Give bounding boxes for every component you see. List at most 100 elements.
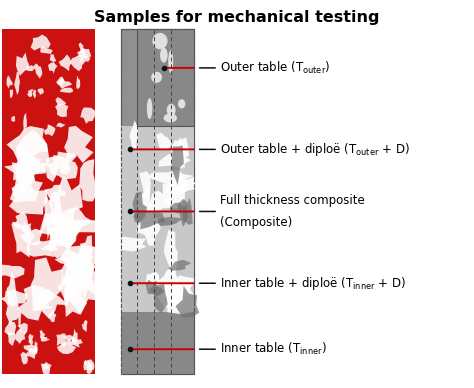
PathPatch shape (56, 78, 73, 89)
PathPatch shape (148, 170, 194, 185)
PathPatch shape (57, 339, 76, 354)
PathPatch shape (31, 258, 64, 307)
PathPatch shape (32, 89, 36, 99)
PathPatch shape (9, 181, 47, 215)
PathPatch shape (24, 345, 38, 354)
PathPatch shape (12, 160, 48, 177)
PathPatch shape (79, 42, 83, 50)
PathPatch shape (149, 281, 176, 298)
PathPatch shape (21, 161, 36, 185)
PathPatch shape (41, 337, 50, 341)
PathPatch shape (47, 155, 78, 180)
PathPatch shape (177, 137, 185, 170)
Text: Inner table + diplоë (T$_{\mathregular{inner}}$ + D): Inner table + diplоë (T$_{\mathregular{i… (220, 275, 407, 292)
Text: Samples for mechanical testing: Samples for mechanical testing (94, 10, 380, 25)
PathPatch shape (54, 177, 83, 224)
PathPatch shape (7, 126, 48, 157)
PathPatch shape (51, 152, 77, 165)
PathPatch shape (175, 286, 200, 318)
Bar (137, 29, 194, 126)
PathPatch shape (7, 75, 13, 88)
PathPatch shape (23, 113, 27, 133)
PathPatch shape (18, 323, 28, 334)
PathPatch shape (83, 359, 94, 371)
PathPatch shape (136, 216, 161, 246)
PathPatch shape (31, 35, 51, 50)
PathPatch shape (149, 286, 164, 296)
PathPatch shape (182, 198, 192, 225)
PathPatch shape (14, 72, 20, 95)
PathPatch shape (171, 137, 189, 158)
PathPatch shape (37, 88, 44, 95)
PathPatch shape (166, 286, 197, 314)
PathPatch shape (59, 54, 71, 71)
PathPatch shape (15, 328, 27, 344)
PathPatch shape (60, 88, 73, 93)
PathPatch shape (41, 364, 46, 367)
PathPatch shape (79, 159, 96, 201)
PathPatch shape (42, 362, 52, 370)
Bar (121, 312, 194, 374)
Text: Inner table (T$_{\mathregular{inner}}$): Inner table (T$_{\mathregular{inner}}$) (220, 341, 327, 357)
PathPatch shape (55, 97, 66, 106)
PathPatch shape (55, 104, 68, 117)
PathPatch shape (20, 352, 28, 365)
Bar (137, 29, 194, 126)
Ellipse shape (167, 104, 176, 116)
PathPatch shape (133, 210, 165, 229)
PathPatch shape (49, 218, 77, 251)
PathPatch shape (10, 169, 43, 203)
PathPatch shape (52, 218, 82, 249)
PathPatch shape (64, 255, 97, 272)
PathPatch shape (40, 46, 53, 54)
Ellipse shape (168, 50, 173, 73)
PathPatch shape (146, 272, 159, 288)
PathPatch shape (137, 185, 156, 222)
PathPatch shape (21, 222, 31, 237)
PathPatch shape (32, 288, 68, 319)
PathPatch shape (79, 48, 91, 59)
PathPatch shape (155, 284, 168, 313)
PathPatch shape (4, 153, 41, 180)
PathPatch shape (26, 65, 36, 71)
PathPatch shape (170, 203, 186, 214)
PathPatch shape (55, 249, 83, 270)
Bar (121, 29, 194, 374)
Ellipse shape (151, 72, 162, 83)
PathPatch shape (138, 208, 152, 221)
PathPatch shape (48, 310, 56, 322)
PathPatch shape (177, 199, 188, 227)
PathPatch shape (4, 321, 16, 336)
PathPatch shape (11, 222, 35, 258)
PathPatch shape (16, 130, 49, 177)
PathPatch shape (25, 348, 37, 359)
Bar (2, 29, 95, 374)
PathPatch shape (164, 177, 202, 194)
PathPatch shape (64, 275, 87, 317)
PathPatch shape (44, 124, 55, 136)
PathPatch shape (57, 275, 79, 307)
Text: Outer table + diplоë (T$_{\mathregular{outer}}$ + D): Outer table + diplоë (T$_{\mathregular{o… (220, 141, 410, 158)
PathPatch shape (17, 285, 54, 320)
PathPatch shape (73, 246, 94, 300)
PathPatch shape (18, 310, 21, 327)
Ellipse shape (160, 48, 168, 62)
PathPatch shape (0, 290, 28, 307)
PathPatch shape (0, 265, 25, 279)
PathPatch shape (139, 171, 151, 202)
PathPatch shape (157, 261, 181, 308)
PathPatch shape (63, 335, 76, 341)
PathPatch shape (84, 360, 87, 365)
PathPatch shape (40, 236, 73, 258)
PathPatch shape (104, 236, 146, 251)
PathPatch shape (60, 159, 71, 175)
PathPatch shape (156, 133, 172, 150)
PathPatch shape (71, 220, 109, 232)
PathPatch shape (13, 211, 28, 230)
PathPatch shape (72, 329, 78, 345)
PathPatch shape (87, 360, 92, 374)
PathPatch shape (42, 195, 57, 240)
PathPatch shape (28, 334, 34, 346)
PathPatch shape (70, 55, 83, 71)
PathPatch shape (163, 173, 188, 208)
